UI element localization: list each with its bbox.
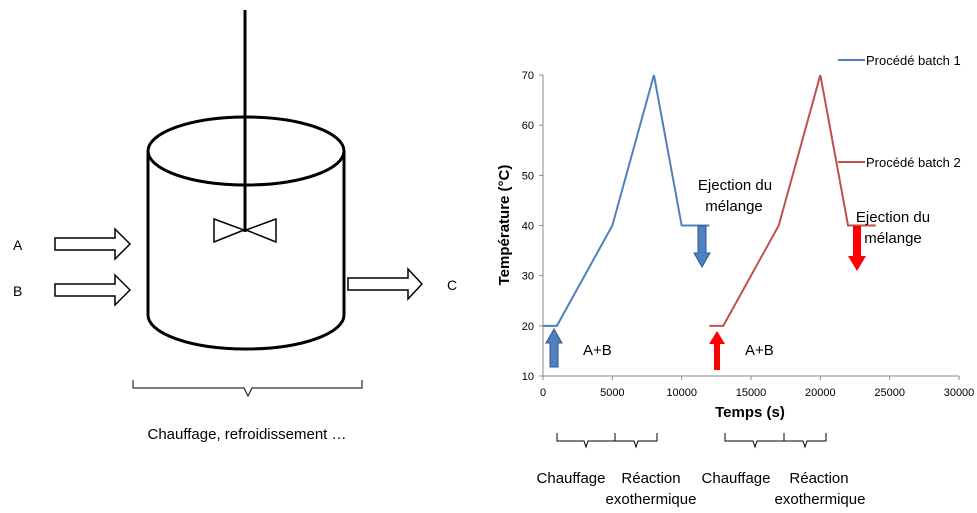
x-tick-label: 15000: [736, 387, 767, 399]
y-axis-label: Température (°C): [496, 165, 513, 286]
series-line-batch-1: [543, 74, 710, 327]
y-tick-label: 10: [522, 371, 534, 383]
outlet-arrow-c: [347, 267, 424, 301]
arrow-down-batch-1-icon: [693, 225, 711, 269]
vessel-top: [146, 115, 346, 187]
arrow-up-batch-2-icon: [709, 331, 725, 370]
x-tick-label: 25000: [874, 387, 905, 399]
brace-heating-2: [724, 433, 785, 449]
y-tick-label: 40: [522, 221, 534, 233]
phase-reaction-1-line1: Réaction: [621, 470, 680, 487]
y-tick-label: 50: [522, 170, 534, 182]
legend-label-batch-2: Procédé batch 2: [866, 155, 961, 170]
y-tick-label: 70: [522, 70, 534, 82]
annotation-ejection-1-line2: mélange: [705, 198, 763, 215]
y-tick-label: 60: [522, 120, 534, 132]
x-tick-label: 5000: [600, 387, 624, 399]
x-tick-labels: 0 5000 10000 15000 20000 25000 30000: [540, 376, 974, 399]
inlet-label-b: B: [13, 283, 22, 299]
legend-label-batch-1: Procédé batch 1: [866, 53, 961, 68]
series-line-batch-2: [709, 74, 876, 327]
y-tick-label: 20: [522, 321, 534, 333]
inlet-label-a: A: [13, 237, 23, 253]
phase-reaction-2-line1: Réaction: [789, 470, 848, 487]
x-tick-label: 10000: [666, 387, 697, 399]
arrow-down-batch-2-icon: [848, 226, 866, 271]
impeller-icon: [213, 217, 277, 244]
x-tick-label: 20000: [805, 387, 836, 399]
temperature-chart: 10 20 30 40 50 60 70 0 5000 10000 15000 20000 25000…: [496, 53, 974, 508]
annotation-ejection-2-line2: mélange: [864, 230, 922, 247]
brace-reaction-1: [614, 433, 658, 449]
phase-reaction-2-line2: exothermique: [775, 491, 866, 508]
x-tick-label: 0: [540, 387, 546, 399]
phase-reaction-1-line2: exothermique: [606, 491, 697, 508]
annotation-ab-2: A+B: [745, 342, 774, 359]
x-axis-label: Temps (s): [715, 404, 785, 421]
series-lines: [543, 74, 876, 327]
brace-reaction-2: [783, 433, 827, 449]
annotation-ab-1: A+B: [583, 342, 612, 359]
vessel-caption: Chauffage, refroidissement …: [148, 426, 347, 443]
inlet-arrow-a: [54, 227, 132, 261]
annotation-ejection-1-line1: Ejection du: [698, 177, 772, 194]
vessel-body: [146, 151, 346, 351]
annotation-ejection-2-line1: Ejection du: [856, 209, 930, 226]
phase-heating-2: Chauffage: [702, 470, 771, 487]
reactor-diagram: A B C Chauffage, refroidissement …: [13, 10, 457, 443]
y-tick-label: 30: [522, 271, 534, 283]
outlet-label-c: C: [447, 277, 457, 293]
arrow-up-batch-1-icon: [545, 327, 563, 368]
x-tick-label: 30000: [944, 387, 975, 399]
phase-heating-1: Chauffage: [537, 470, 606, 487]
y-tick-labels: 10 20 30 40 50 60 70: [522, 70, 543, 383]
vessel-brace: [132, 380, 363, 398]
inlet-arrow-b: [54, 273, 132, 307]
brace-heating-1: [556, 433, 616, 449]
